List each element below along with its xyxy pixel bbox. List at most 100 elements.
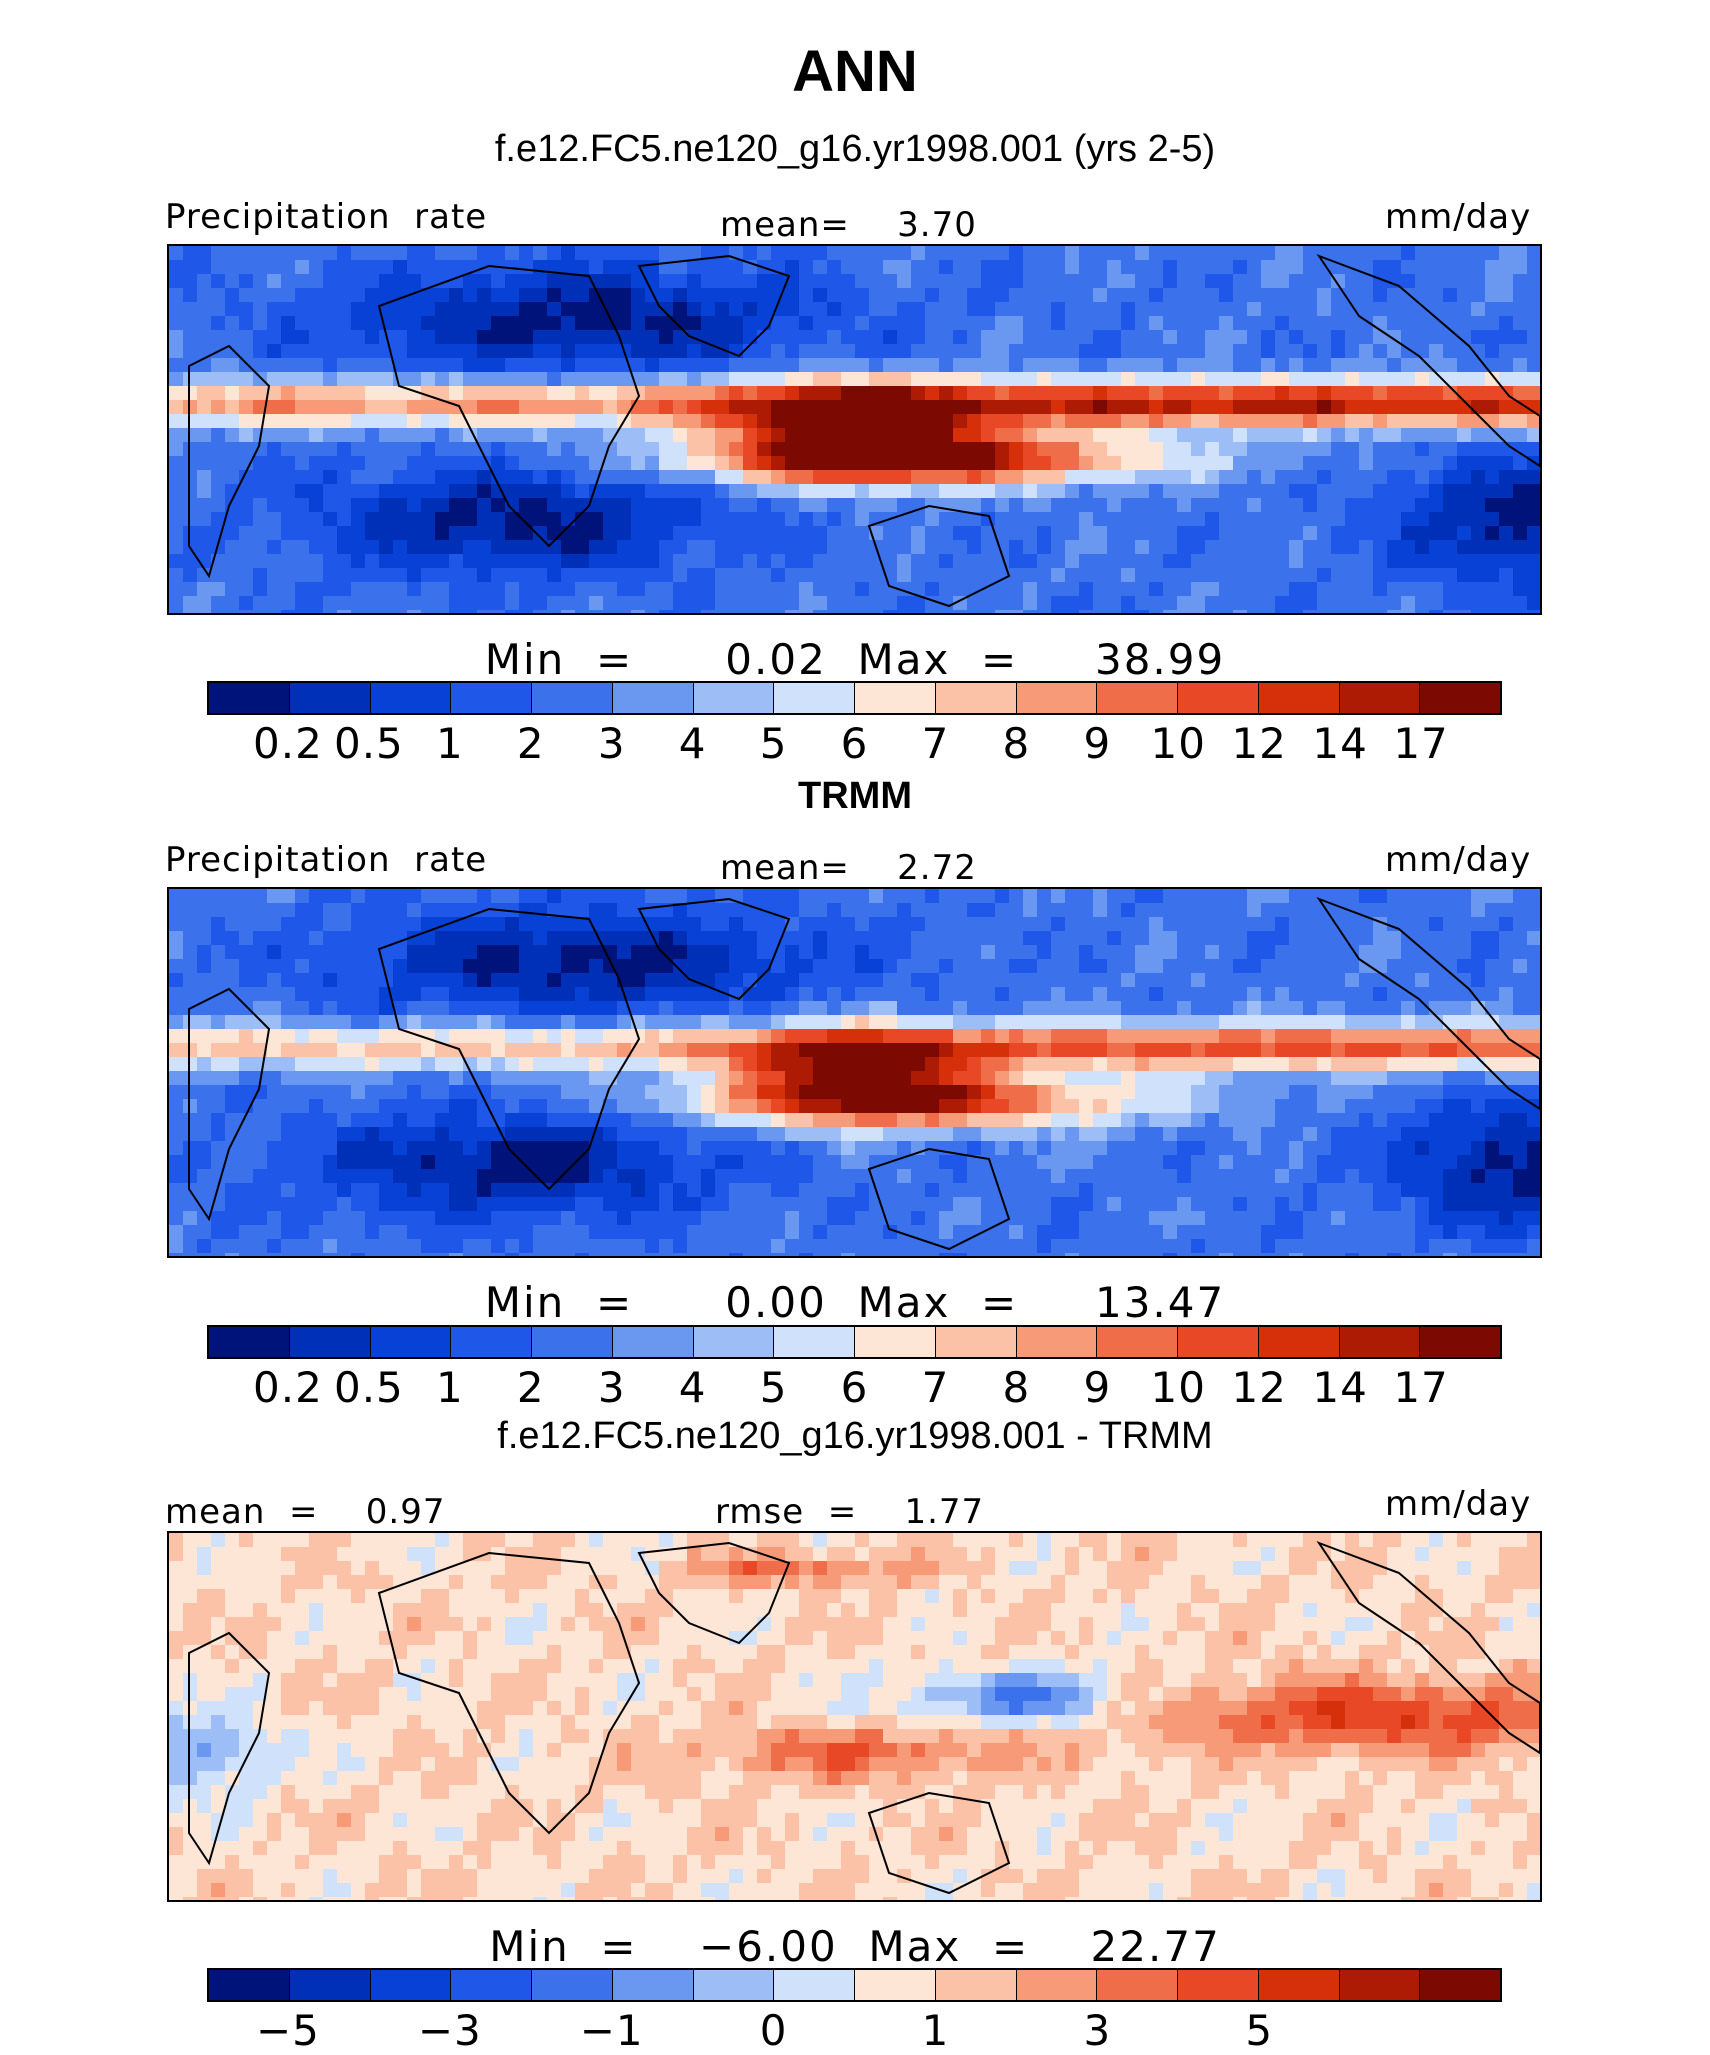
colorbar-swatch [855,1970,936,2000]
panel-2-variable-label: Precipitation rate [165,840,487,880]
colorbar-tick-label: −3 [418,2006,482,2055]
colorbar-swatch [451,1327,532,1357]
colorbar-tick-label: 0.2 [253,719,323,768]
panel-3-rmse-label: rmse = 1.77 [715,1492,984,1532]
colorbar-tick-label: 2 [517,1363,545,1412]
colorbar-swatch [1097,1970,1178,2000]
panel-1-map [167,244,1542,615]
colorbar-swatch [1340,1970,1421,2000]
panel-2-title: TRMM [0,775,1710,818]
colorbar-swatch [1017,683,1098,713]
colorbar-swatch [936,1327,1017,1357]
colorbar-swatch [855,683,936,713]
panel-2-mean-label: mean= 2.72 [720,848,977,888]
colorbar-swatch [451,683,532,713]
colorbar-tick-label: 9 [1083,719,1111,768]
colorbar-tick-label: 12 [1231,719,1286,768]
colorbar-tick-label: 1 [922,2006,950,2055]
panel-1-map-field [169,246,1540,613]
colorbar-swatch [371,1970,452,2000]
colorbar-swatch [209,1327,290,1357]
colorbar-swatch [1259,1327,1340,1357]
colorbar-swatch [774,1970,855,2000]
colorbar-tick-label: 17 [1393,719,1448,768]
colorbar-swatch [694,1327,775,1357]
colorbar-tick-label: 17 [1393,1363,1448,1412]
colorbar-swatch [1340,1327,1421,1357]
colorbar-swatch [694,683,775,713]
colorbar-tick-label: 5 [1245,2006,1273,2055]
colorbar-swatch [774,683,855,713]
colorbar-swatch [1420,683,1500,713]
colorbar-tick-label: 0.5 [334,1363,404,1412]
colorbar-swatch [613,1970,694,2000]
colorbar-tick-label: 3 [598,1363,626,1412]
colorbar-swatch [1178,1970,1259,2000]
colorbar-tick-label: 3 [598,719,626,768]
colorbar-tick-label: 10 [1151,1363,1206,1412]
colorbar-swatch [371,683,452,713]
colorbar-swatch [1259,683,1340,713]
colorbar-swatch [936,1970,1017,2000]
panel-1-variable-label: Precipitation rate [165,197,487,237]
colorbar-tick-label: 0 [760,2006,788,2055]
figure-title: ANN [0,38,1710,105]
colorbar-tick-label: 7 [922,1363,950,1412]
panel-2-map [167,887,1542,1258]
colorbar-swatch [371,1327,452,1357]
panel-3-title: f.e12.FC5.ne120_g16.yr1998.001 - TRMM [0,1415,1710,1458]
panel-3-map-field [169,1533,1540,1900]
colorbar-tick-label: 14 [1312,1363,1367,1412]
panel-3-units-label: mm/day [1385,1484,1531,1524]
colorbar-tick-label: 12 [1231,1363,1286,1412]
colorbar-tick-label: 1 [436,719,464,768]
colorbar-swatch [613,1327,694,1357]
colorbar-swatch [1259,1970,1340,2000]
colorbar-swatch [613,683,694,713]
panel-1-colorbar [207,681,1502,715]
colorbar-swatch [209,1970,290,2000]
colorbar-tick-label: 10 [1151,719,1206,768]
colorbar-swatch [774,1327,855,1357]
colorbar-tick-label: 9 [1083,1363,1111,1412]
colorbar-swatch [1420,1327,1500,1357]
panel-3-minmax: Min = −6.00 Max = 22.77 [0,1922,1710,1971]
colorbar-swatch [694,1970,775,2000]
colorbar-swatch [1340,683,1421,713]
colorbar-swatch [1097,683,1178,713]
colorbar-swatch [209,683,290,713]
colorbar-tick-label: −5 [256,2006,320,2055]
panel-1-title: f.e12.FC5.ne120_g16.yr1998.001 (yrs 2-5) [0,128,1710,171]
colorbar-swatch [290,1327,371,1357]
colorbar-tick-label: 1 [436,1363,464,1412]
panel-3-mean-label: mean = 0.97 [165,1492,445,1532]
panel-3-colorbar [207,1968,1502,2002]
colorbar-swatch [290,683,371,713]
panel-2-minmax: Min = 0.00 Max = 13.47 [0,1278,1710,1327]
colorbar-tick-label: 6 [841,1363,869,1412]
colorbar-tick-label: 2 [517,719,545,768]
colorbar-tick-label: 4 [679,1363,707,1412]
colorbar-swatch [290,1970,371,2000]
panel-1-minmax: Min = 0.02 Max = 38.99 [0,635,1710,684]
colorbar-tick-label: 0.5 [334,719,404,768]
colorbar-tick-label: 0.2 [253,1363,323,1412]
colorbar-tick-label: 6 [841,719,869,768]
panel-1-mean-label: mean= 3.70 [720,205,977,245]
panel-3-map [167,1531,1542,1902]
colorbar-swatch [855,1327,936,1357]
colorbar-tick-label: 3 [1083,2006,1111,2055]
panel-1-units-label: mm/day [1385,197,1531,237]
colorbar-swatch [532,1327,613,1357]
colorbar-tick-label: −1 [580,2006,644,2055]
colorbar-swatch [936,683,1017,713]
colorbar-swatch [1420,1970,1500,2000]
colorbar-tick-label: 8 [1003,1363,1031,1412]
panel-2-map-field [169,889,1540,1256]
colorbar-tick-label: 5 [760,719,788,768]
colorbar-swatch [1017,1970,1098,2000]
colorbar-swatch [1097,1327,1178,1357]
colorbar-tick-label: 14 [1312,719,1367,768]
colorbar-tick-label: 5 [760,1363,788,1412]
panel-2-units-label: mm/day [1385,840,1531,880]
